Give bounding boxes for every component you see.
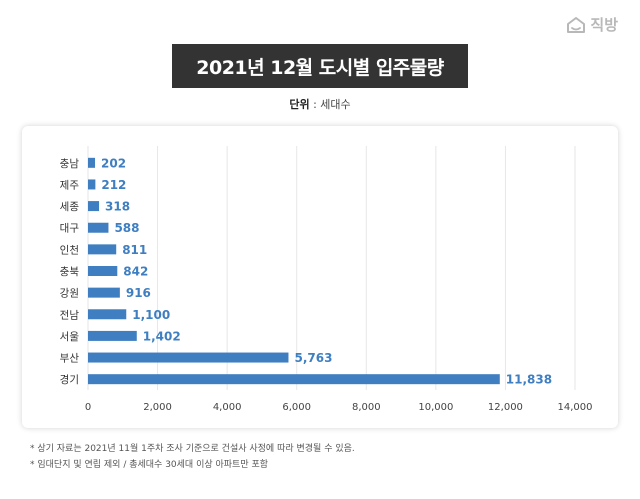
x-tick-label: 8,000 xyxy=(352,402,381,413)
y-category-label: 충북 xyxy=(60,266,80,278)
brand-name: 직방 xyxy=(590,16,618,34)
y-category-label: 강원 xyxy=(60,288,79,300)
bar-value-label: 202 xyxy=(101,156,126,170)
bar xyxy=(88,157,96,168)
bar xyxy=(88,222,109,233)
unit-caption: 단위 : 세대수 xyxy=(0,96,640,112)
x-tick-label: 10,000 xyxy=(418,402,453,413)
bar xyxy=(88,201,100,212)
y-category-label: 경기 xyxy=(60,373,79,386)
bar xyxy=(88,179,96,190)
unit-value: 세대수 xyxy=(320,98,351,111)
bar-value-label: 1,402 xyxy=(143,329,181,343)
bar xyxy=(88,352,289,363)
bar-value-label: 11,838 xyxy=(506,373,552,387)
footnotes: * 상기 자료는 2021년 11월 1주차 조사 기준으로 건설사 사정에 따… xyxy=(30,441,355,473)
brand-logo: 직방 xyxy=(566,14,618,35)
bar-value-label: 318 xyxy=(105,200,130,214)
x-tick-label: 12,000 xyxy=(488,402,523,413)
bar-value-label: 916 xyxy=(126,286,151,300)
house-icon xyxy=(567,16,586,33)
chart-title: 2021년 12월 도시별 입주물량 xyxy=(172,44,468,88)
bar-value-label: 588 xyxy=(114,221,139,235)
bar-value-label: 811 xyxy=(122,243,147,257)
y-category-label: 충남 xyxy=(60,158,80,170)
bar xyxy=(88,330,137,341)
x-tick-label: 2,000 xyxy=(143,402,172,413)
y-category-label: 서울 xyxy=(60,331,80,343)
bar-chart: 0 2,000 4,000 6,000 8,000 10,000 12,000 14,000 충… xyxy=(60,146,593,413)
chart-card: 0 2,000 4,000 6,000 8,000 10,000 12,000 14,000 충… xyxy=(22,126,618,428)
bar-value-label: 212 xyxy=(101,178,126,192)
footnote-1: * 상기 자료는 2021년 11월 1주차 조사 기준으로 건설사 사정에 따… xyxy=(30,444,355,454)
y-category-label: 전남 xyxy=(60,309,80,321)
unit-separator: : xyxy=(309,98,321,111)
bar-value-label: 842 xyxy=(123,265,148,279)
y-category-label: 세종 xyxy=(60,201,80,213)
x-tick-label: 0 xyxy=(85,402,91,413)
x-tick-label: 6,000 xyxy=(282,402,311,413)
y-category-label: 부산 xyxy=(60,353,80,365)
x-tick-label: 14,000 xyxy=(558,402,593,413)
x-tick-label: 4,000 xyxy=(213,402,242,413)
y-category-label: 인천 xyxy=(60,244,79,256)
y-category-label: 대구 xyxy=(60,223,80,235)
bar-value-label: 1,100 xyxy=(132,308,170,322)
bar-value-label: 5,763 xyxy=(294,351,332,365)
bar xyxy=(88,287,120,298)
footnote-2: * 임대단지 및 연립 제외 / 총세대수 30세대 이상 아파트만 포함 xyxy=(30,460,269,470)
unit-label: 단위 xyxy=(289,98,310,111)
bar xyxy=(88,309,127,320)
y-category-label: 제주 xyxy=(60,179,80,191)
chart-title-text: 2021년 12월 도시별 입주물량 xyxy=(196,56,444,79)
bar xyxy=(88,244,117,255)
bar xyxy=(88,266,118,276)
bar xyxy=(88,374,500,385)
